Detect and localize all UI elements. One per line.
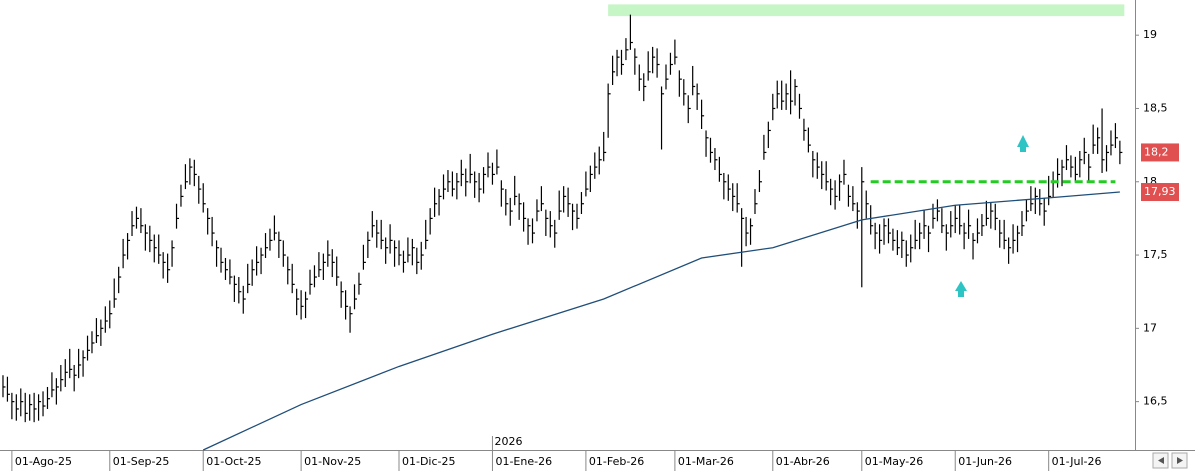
- y-tick-label: 17: [1143, 321, 1157, 334]
- x-tick-label: 01-Ene-26: [495, 455, 552, 468]
- y-tick-label: 16,5: [1143, 395, 1168, 408]
- x-tick-label: 01-Nov-25: [304, 455, 361, 468]
- year-label: 2026: [494, 435, 522, 448]
- x-tick-label: 01-May-26: [865, 455, 923, 468]
- y-tick-label: 18,5: [1143, 101, 1168, 114]
- price-label-box: [1141, 143, 1179, 162]
- x-tick-label: 01-Mar-26: [678, 455, 734, 468]
- arrow-up: [955, 281, 967, 291]
- arrow-stem: [958, 290, 964, 297]
- price-label-box: [1141, 183, 1179, 202]
- x-tick-label: 01-Jun-26: [958, 455, 1012, 468]
- x-tick-label: 01-Abr-26: [776, 455, 830, 468]
- scroll-right-icon: [1177, 457, 1183, 464]
- y-tick-label: 19: [1143, 28, 1157, 41]
- arrow-up: [1017, 135, 1029, 147]
- y-tick-label: 17,5: [1143, 248, 1168, 261]
- arrow-stem: [1020, 146, 1026, 152]
- moving-average: [202, 191, 1120, 451]
- x-tick-label: 01-Ago-25: [15, 455, 72, 468]
- resistance-band: [608, 4, 1125, 17]
- price-label: 18,2: [1144, 145, 1169, 158]
- x-tick-label: 01-Dic-25: [402, 455, 456, 468]
- x-tick-label: 01-Sep-25: [113, 455, 170, 468]
- x-tick-label: 01-Jul-26: [1052, 455, 1102, 468]
- price-label: 17,93: [1144, 185, 1176, 198]
- x-tick-label: 01-Feb-26: [589, 455, 644, 468]
- scroll-left-icon: [1158, 457, 1164, 464]
- x-tick-label: 01-Oct-25: [206, 455, 261, 468]
